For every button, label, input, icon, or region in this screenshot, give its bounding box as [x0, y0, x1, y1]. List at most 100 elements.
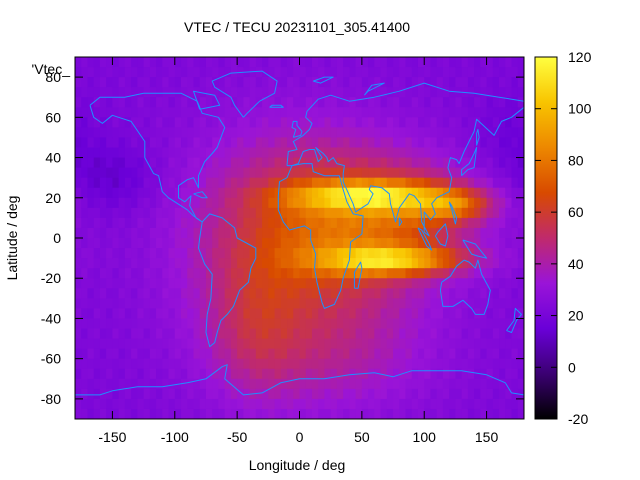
heatmap-cell [168, 177, 176, 189]
heatmap-cell [87, 308, 95, 320]
heatmap-cell [243, 117, 251, 128]
heatmap-cell [480, 177, 488, 189]
heatmap-cell [143, 388, 151, 400]
heatmap-cell [368, 107, 375, 118]
heatmap-cell [417, 298, 425, 309]
heatmap-cell [181, 408, 188, 419]
heatmap-cell [205, 137, 213, 149]
heatmap-cell [467, 288, 475, 299]
heatmap-cell [268, 97, 276, 108]
heatmap-cell [137, 207, 145, 219]
heatmap-cell [168, 97, 176, 108]
heatmap-cell [361, 57, 369, 68]
heatmap-cell [449, 328, 457, 340]
heatmap-cell [255, 328, 263, 340]
heatmap-cell [374, 338, 382, 350]
heatmap-cell [224, 87, 232, 98]
heatmap-cell [393, 298, 400, 309]
heatmap-cell [205, 197, 213, 209]
heatmap-cell [499, 358, 506, 370]
heatmap-cell [243, 308, 251, 320]
heatmap-cell [455, 328, 463, 340]
heatmap-cell [181, 57, 188, 68]
coastlines [75, 70, 524, 396]
heatmap-cell [461, 107, 469, 118]
heatmap-cell [492, 378, 500, 390]
heatmap-cell [361, 398, 369, 410]
heatmap-cell [343, 258, 350, 269]
heatmap-cell [311, 408, 319, 419]
heatmap-cell [181, 258, 188, 269]
heatmap-cell [149, 238, 157, 249]
heatmap-cell [436, 368, 444, 380]
heatmap-cell [430, 197, 438, 209]
heatmap-cell [499, 117, 506, 128]
heatmap-cell [75, 378, 82, 390]
heatmap-cell [293, 238, 301, 249]
heatmap-cell [168, 167, 176, 179]
heatmap-cell [156, 147, 163, 159]
heatmap-cell [280, 368, 288, 380]
heatmap-cell [81, 278, 89, 289]
heatmap-cell [143, 328, 151, 340]
heatmap-cell [162, 268, 170, 279]
heatmap-cell [374, 167, 382, 179]
heatmap-cell [393, 107, 400, 118]
heatmap-cell [455, 147, 463, 159]
heatmap-cell [330, 338, 338, 350]
heatmap-cell [168, 298, 176, 309]
heatmap-cell [492, 57, 500, 68]
heatmap-cell [181, 238, 188, 249]
heatmap-cell [330, 167, 338, 179]
heatmap-cell [349, 57, 357, 68]
heatmap-cell [436, 157, 444, 169]
heatmap-cell [224, 187, 232, 199]
heatmap-cell [480, 248, 488, 259]
heatmap-cell [168, 238, 176, 249]
heatmap-cell [430, 398, 438, 410]
heatmap-cell [480, 268, 488, 279]
heatmap-cell [505, 227, 513, 239]
heatmap-cell [324, 388, 332, 400]
heatmap-cell [243, 227, 251, 239]
heatmap-cell [330, 258, 338, 269]
heatmap-cell [355, 117, 363, 128]
heatmap-cell [212, 197, 220, 209]
heatmap-cell [237, 217, 244, 229]
heatmap-cell [430, 268, 438, 279]
heatmap-cell [511, 238, 519, 249]
heatmap-cell [168, 207, 176, 219]
heatmap-cell [486, 107, 494, 118]
heatmap-cell [517, 368, 524, 380]
heatmap-cell [336, 167, 344, 179]
heatmap-cell [156, 67, 163, 78]
heatmap-cell [299, 278, 307, 289]
heatmap-cell [106, 268, 114, 279]
heatmap-cell [399, 328, 407, 340]
heatmap-cell [112, 137, 120, 149]
heatmap-cell [268, 217, 276, 229]
heatmap-cell [124, 147, 132, 159]
heatmap-cell [461, 57, 469, 68]
heatmap-cell [368, 77, 375, 88]
heatmap-cell [299, 87, 307, 98]
heatmap-cell [106, 278, 114, 289]
heatmap-cell [143, 67, 151, 78]
heatmap-cell [305, 207, 313, 219]
heatmap-cell [380, 368, 388, 380]
heatmap-cell [511, 127, 519, 139]
heatmap-cell [237, 248, 244, 259]
heatmap-cell [324, 177, 332, 189]
heatmap-cell [455, 258, 463, 269]
heatmap-cell [255, 197, 263, 209]
heatmap-cell [287, 127, 294, 139]
heatmap-cell [417, 67, 425, 78]
heatmap-cell [168, 157, 176, 169]
heatmap-cell [205, 288, 213, 299]
heatmap-cell [268, 207, 276, 219]
heatmap-cell [143, 398, 151, 410]
heatmap-cell [399, 77, 407, 88]
x-tick-label: 0 [296, 429, 304, 445]
heatmap-cell [237, 187, 244, 199]
